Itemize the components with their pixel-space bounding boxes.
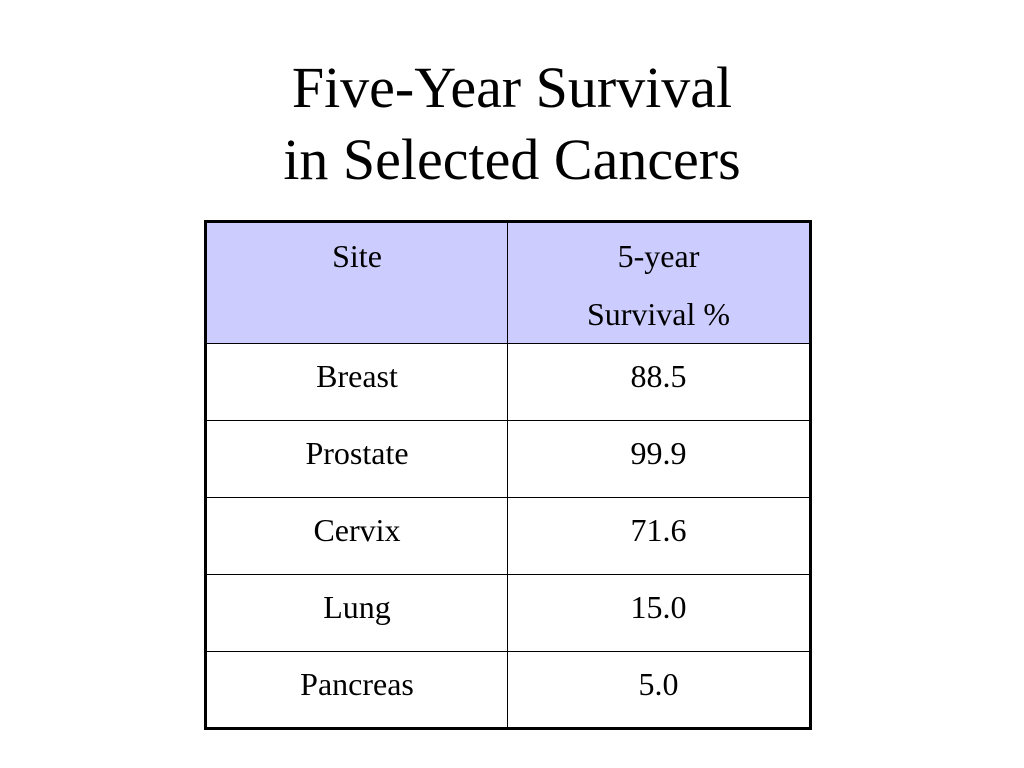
table-row: Lung 15.0	[205, 574, 811, 652]
header-site-label: Site	[332, 238, 382, 274]
survival-table: Site 5-year Survival % Breast 88.5 Prost…	[204, 220, 812, 730]
title-line-2: in Selected Cancers	[283, 127, 741, 192]
survival-cell: 71.6	[507, 497, 811, 575]
table-row: Breast 88.5	[205, 343, 811, 421]
site-cell: Breast	[205, 343, 508, 421]
survival-cell: 5.0	[507, 651, 811, 729]
table-row: Cervix 71.6	[205, 497, 811, 575]
survival-cell: 88.5	[507, 343, 811, 421]
table-row: Prostate 99.9	[205, 420, 811, 498]
table-row: Pancreas 5.0	[205, 651, 811, 729]
site-cell: Cervix	[205, 497, 508, 575]
table-body: Breast 88.5 Prostate 99.9 Cervix 71.6 Lu…	[205, 343, 811, 729]
survival-cell: 15.0	[507, 574, 811, 652]
header-survival-line-2: Survival %	[586, 296, 731, 332]
survival-cell: 99.9	[507, 420, 811, 498]
slide-title: Five-Year Survival in Selected Cancers	[0, 52, 1024, 196]
site-cell: Lung	[205, 574, 508, 652]
header-survival-line-1: 5-year	[617, 238, 700, 274]
header-site: Site	[205, 221, 508, 344]
site-cell: Prostate	[205, 420, 508, 498]
site-cell: Pancreas	[205, 651, 508, 729]
table-header: Site 5-year Survival %	[205, 221, 811, 344]
header-survival: 5-year Survival %	[507, 221, 811, 344]
title-line-1: Five-Year Survival	[291, 55, 733, 120]
header-row: Site 5-year Survival %	[205, 221, 811, 344]
